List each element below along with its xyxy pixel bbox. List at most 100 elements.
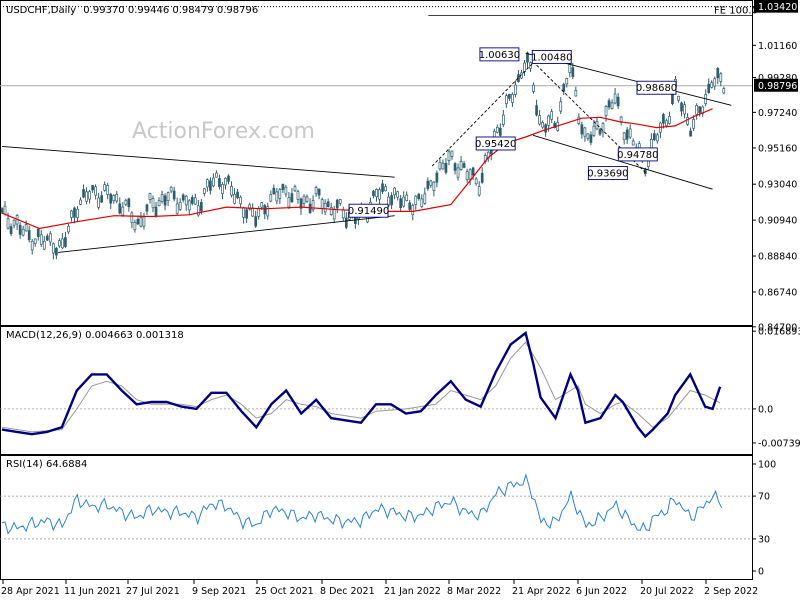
price-tick-label: 1.01160 (758, 41, 797, 52)
candle-body (716, 68, 720, 79)
price-annotation-text: 0.98680 (636, 83, 677, 94)
rsi-tick-label: 30 (758, 534, 770, 545)
candle (103, 181, 107, 192)
candle (215, 170, 218, 178)
candle (390, 192, 393, 210)
candle (290, 188, 294, 203)
price-tick-label: 0.90940 (758, 216, 797, 227)
candle (76, 206, 79, 222)
candle-body (562, 84, 566, 92)
candle-body (414, 195, 418, 205)
candle-body (622, 132, 626, 141)
candle (73, 206, 76, 224)
candle-body (121, 206, 125, 216)
candle-body (103, 184, 107, 191)
candle (48, 231, 52, 246)
candle-body (662, 114, 665, 124)
price-tick-label: 0.97240 (758, 108, 797, 119)
candle (505, 93, 508, 108)
candle (287, 192, 291, 210)
candle-body (118, 203, 122, 214)
candle-body (707, 83, 711, 93)
candle (565, 77, 569, 88)
x-tick-label: 27 Jul 2021 (126, 586, 180, 597)
candle-body (719, 73, 723, 82)
candle-body (710, 82, 714, 88)
candle-body (511, 94, 514, 103)
candle-body (320, 199, 324, 210)
candle (535, 99, 538, 117)
x-tick-label: 25 Oct 2021 (255, 586, 314, 597)
candle (495, 124, 499, 134)
candle (24, 220, 28, 232)
candle-body (450, 150, 454, 157)
candle-body (181, 194, 185, 201)
candle-body (571, 67, 575, 77)
candle (598, 127, 602, 136)
candle-body (589, 134, 593, 143)
candle-body (239, 196, 242, 205)
candle (586, 133, 590, 141)
candle (335, 198, 339, 214)
candle (209, 177, 212, 195)
candle-body (332, 209, 336, 220)
current-price-tag-bg (754, 78, 798, 92)
candle-body (45, 235, 49, 241)
candle-body (154, 206, 158, 217)
price-tick-label: 0.86740 (758, 287, 797, 298)
candle (683, 101, 686, 119)
candle (27, 225, 31, 243)
candle (438, 158, 442, 171)
ohlc-label: 0.99370 0.99446 0.98479 0.98796 (83, 5, 258, 16)
moving-average-line (1, 108, 713, 230)
candle (526, 51, 529, 69)
candle-body (91, 185, 94, 191)
candle (106, 182, 110, 200)
candle (224, 177, 227, 190)
candle (227, 174, 230, 185)
candle-body (468, 169, 472, 180)
candle-body (51, 243, 55, 254)
candle-body (73, 207, 76, 218)
x-tick-label: 21 Jan 2022 (384, 586, 441, 597)
price-annotation: 0.95420 (475, 136, 516, 151)
candle (187, 198, 191, 216)
candle-body (574, 90, 578, 97)
candle-body (97, 197, 100, 208)
candle (61, 233, 64, 250)
candle (444, 158, 448, 175)
candle (196, 199, 200, 217)
candle-body (9, 226, 13, 234)
candle-body (417, 193, 421, 200)
candle-body (381, 183, 384, 192)
candle-body (203, 188, 206, 194)
candle (396, 190, 399, 201)
candle-body (245, 209, 248, 219)
candle (317, 188, 321, 200)
rsi-title: RSI(14) 64.6884 (6, 459, 87, 470)
candle-body (453, 163, 457, 171)
candle-body (335, 199, 339, 209)
candle-body (278, 189, 282, 199)
candle (677, 95, 680, 103)
candle (139, 211, 143, 228)
candle-body (314, 187, 318, 195)
candle (9, 223, 13, 237)
candle-body (187, 200, 191, 211)
candle (532, 82, 535, 94)
candle-body (505, 95, 508, 104)
macd-signal-line (1, 341, 721, 433)
candle-body (601, 123, 605, 133)
candle (12, 219, 16, 229)
candle-body (55, 247, 58, 256)
candle-body (517, 74, 520, 82)
candle (408, 200, 412, 212)
candle-body (48, 233, 52, 243)
candle (142, 212, 146, 230)
candle (501, 110, 505, 128)
candle-body (480, 172, 484, 183)
candle (293, 184, 297, 192)
candle-body (462, 163, 466, 168)
candle (447, 149, 451, 166)
candle (145, 203, 149, 215)
